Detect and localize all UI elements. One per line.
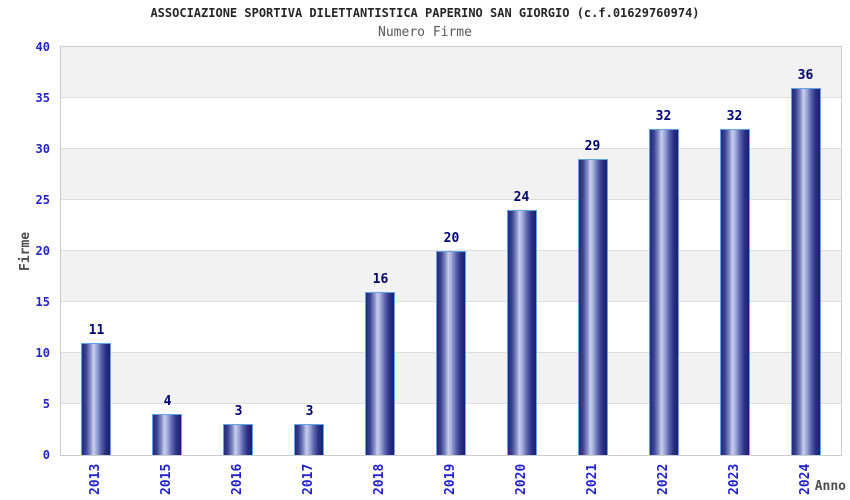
y-tick-30: 30 — [35, 142, 50, 156]
bar-value-label-2019: 20 — [443, 231, 460, 246]
x-tick-2020: 2020 — [514, 463, 529, 495]
bar-2021 — [578, 159, 608, 455]
bar-value-label-2017: 3 — [305, 404, 314, 419]
x-tick-2013: 2013 — [88, 463, 103, 495]
bar-value-label-2016: 3 — [234, 404, 243, 419]
chart-subtitle: Numero Firme — [378, 25, 472, 40]
bar-value-label-2013: 11 — [88, 323, 105, 338]
bar-2017 — [294, 424, 324, 455]
bar-2023 — [720, 129, 750, 455]
plot-band — [61, 47, 841, 98]
plot-band — [61, 98, 841, 149]
y-tick-40: 40 — [35, 40, 50, 54]
x-tick-2023: 2023 — [727, 463, 742, 495]
gridline-y-25 — [61, 199, 841, 200]
bar-value-label-2021: 29 — [584, 139, 601, 154]
bar-value-label-2023: 32 — [726, 109, 743, 124]
x-tick-2019: 2019 — [443, 463, 458, 495]
bar-2015 — [152, 414, 182, 455]
y-tick-20: 20 — [35, 244, 50, 258]
plot-area: 11 4 3 3 16 20 24 29 32 32 36 — [60, 46, 842, 456]
bar-value-label-2024: 36 — [797, 68, 814, 83]
y-tick-25: 25 — [35, 193, 50, 207]
y-tick-0: 0 — [42, 448, 50, 462]
bar-value-label-2020: 24 — [513, 190, 530, 205]
chart-title: ASSOCIAZIONE SPORTIVA DILETTANTISTICA PA… — [150, 6, 700, 20]
y-axis-title: Firme — [18, 231, 33, 271]
x-tick-2016: 2016 — [230, 463, 245, 495]
x-tick-2021: 2021 — [585, 463, 600, 495]
x-tick-2024: 2024 — [798, 463, 813, 495]
bar-value-label-2015: 4 — [163, 394, 172, 409]
x-tick-2022: 2022 — [656, 463, 671, 495]
y-tick-15: 15 — [35, 295, 50, 309]
bar-2019 — [436, 251, 466, 455]
bar-2020 — [507, 210, 537, 455]
gridline-y-35 — [61, 97, 841, 98]
plot-band — [61, 149, 841, 200]
x-tick-2018: 2018 — [372, 463, 387, 495]
x-tick-2015: 2015 — [159, 463, 174, 495]
bar-value-label-2018: 16 — [372, 272, 389, 287]
y-tick-10: 10 — [35, 346, 50, 360]
gridline-y-20 — [61, 250, 841, 251]
gridline-y-30 — [61, 148, 841, 149]
bar-2024 — [791, 88, 821, 455]
bar-2022 — [649, 129, 679, 455]
bar-2016 — [223, 424, 253, 455]
y-tick-5: 5 — [42, 397, 50, 411]
bar-value-label-2022: 32 — [655, 109, 672, 124]
bar-2013 — [81, 343, 111, 455]
y-tick-35: 35 — [35, 91, 50, 105]
x-tick-2017: 2017 — [301, 463, 316, 495]
bar-2018 — [365, 292, 395, 455]
plot-band — [61, 200, 841, 251]
x-axis-title: Anno — [814, 479, 846, 494]
